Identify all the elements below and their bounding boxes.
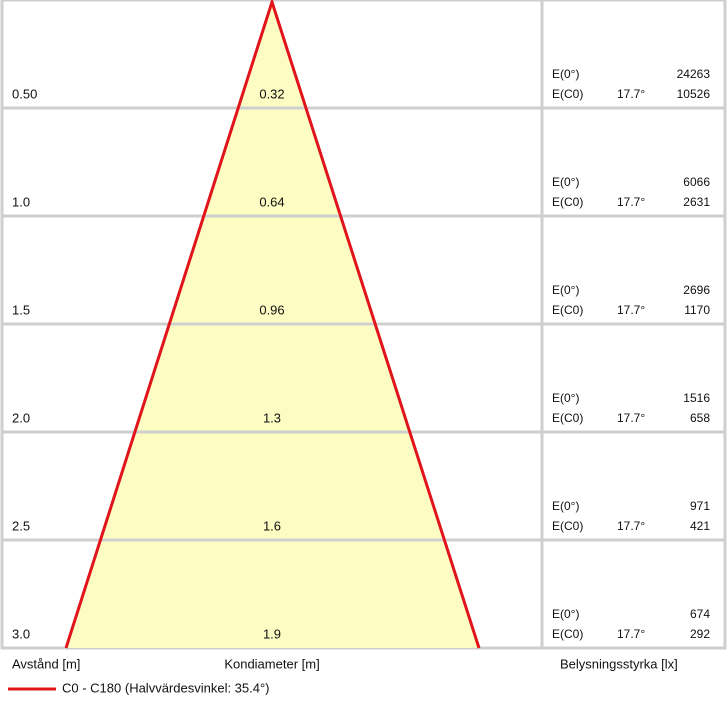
ec0-label: E(C0): [552, 303, 583, 317]
diameter: 0.96: [259, 302, 284, 317]
distance: 0.50: [12, 86, 37, 101]
legend-label: C0 - C180 (Halvvärdesvinkel: 35.4°): [62, 680, 270, 695]
angle: 17.7°: [617, 411, 645, 425]
ec0-value: 1170: [684, 303, 710, 317]
distance: 1.0: [12, 194, 30, 209]
ec0-value: 2631: [683, 195, 710, 209]
e0-label: E(0°): [552, 607, 579, 621]
distance: 1.5: [12, 302, 30, 317]
ec0-label: E(C0): [552, 87, 583, 101]
e0-label: E(0°): [552, 499, 579, 513]
illuminance-label: Belysningsstyrka [lx]: [560, 656, 678, 671]
cone-outline: [64, 0, 481, 649]
diameter: 1.6: [263, 518, 281, 533]
e0-value: 1516: [683, 391, 710, 405]
e0-label: E(0°): [552, 283, 579, 297]
e0-value: 24263: [677, 67, 711, 81]
diameter: 0.64: [259, 194, 284, 209]
angle: 17.7°: [617, 627, 645, 641]
ec0-label: E(C0): [552, 519, 583, 533]
distance: 2.0: [12, 410, 30, 425]
e0-value: 971: [690, 499, 710, 513]
ec0-value: 10526: [677, 87, 711, 101]
distance: 3.0: [12, 626, 30, 641]
angle: 17.7°: [617, 519, 645, 533]
angle: 17.7°: [617, 303, 645, 317]
rows: 0.50 0.32 E(0°) 24263 E(C0) 17.7° 10526 1.0 0.64…: [12, 67, 710, 641]
diameter: 1.9: [263, 626, 281, 641]
angle: 17.7°: [617, 195, 645, 209]
diameter: 1.3: [263, 410, 281, 425]
angle: 17.7°: [617, 87, 645, 101]
e0-value: 2696: [683, 283, 710, 297]
e0-value: 674: [690, 607, 710, 621]
grid: [2, 106, 725, 542]
ec0-label: E(C0): [552, 411, 583, 425]
diameter-label: Kondiameter [m]: [224, 656, 319, 671]
diameter: 0.32: [259, 86, 284, 101]
distance-label: Avstånd [m]: [12, 656, 80, 671]
distance: 2.5: [12, 518, 30, 533]
ec0-value: 658: [690, 411, 710, 425]
ec0-label: E(C0): [552, 627, 583, 641]
e0-value: 6066: [683, 175, 710, 189]
e0-label: E(0°): [552, 175, 579, 189]
e0-label: E(0°): [552, 67, 579, 81]
e0-label: E(0°): [552, 391, 579, 405]
ec0-label: E(C0): [552, 195, 583, 209]
ec0-value: 421: [690, 519, 710, 533]
ec0-value: 292: [690, 627, 710, 641]
